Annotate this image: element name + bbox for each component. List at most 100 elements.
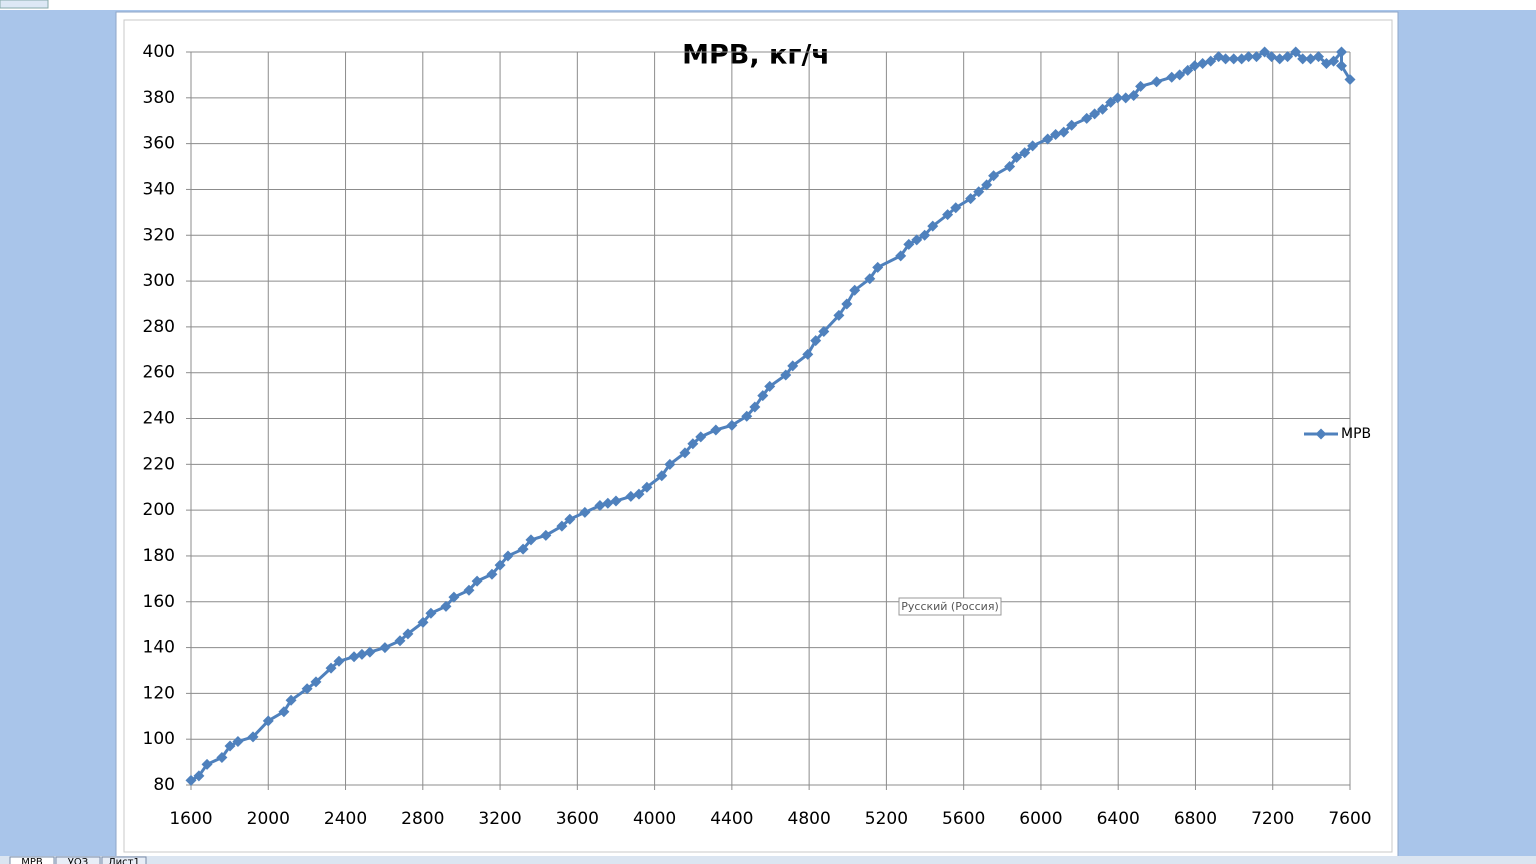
chart-area (115, 11, 1399, 859)
marker (1336, 46, 1348, 58)
marker (224, 740, 236, 752)
marker (849, 284, 861, 296)
x-tick-label: 4400 (710, 809, 753, 829)
marker (594, 500, 606, 512)
marker (486, 568, 498, 580)
sheet-tab[interactable] (9, 856, 55, 864)
x-tick-label: 5200 (865, 809, 908, 829)
marker (285, 694, 297, 706)
marker (610, 495, 622, 507)
marker (1011, 151, 1023, 163)
marker (379, 642, 391, 654)
marker (1305, 53, 1317, 65)
marker (679, 447, 691, 459)
marker (471, 575, 483, 587)
marker (564, 513, 576, 525)
x-tick-label: 2400 (324, 809, 367, 829)
marker (927, 220, 939, 232)
marker (1112, 92, 1124, 104)
marker (602, 497, 614, 509)
marker (364, 646, 376, 658)
legend-marker (1315, 428, 1327, 440)
marker (802, 348, 814, 360)
marker (193, 770, 205, 782)
marker (540, 529, 552, 541)
marker (1004, 161, 1016, 173)
x-tick-label: 7600 (1328, 809, 1371, 829)
sheet-tabs: МРВ УОЗ Лист1 (9, 856, 147, 864)
marker (864, 273, 876, 285)
marker (1097, 103, 1109, 115)
sheet-tab-label: УОЗ (68, 857, 88, 864)
marker (417, 616, 429, 628)
marker (463, 584, 475, 596)
marker (1058, 126, 1070, 138)
marker (394, 635, 406, 647)
chart-border (123, 19, 1393, 853)
marker (950, 202, 962, 214)
marker (348, 651, 360, 663)
x-tick-label: 6000 (1019, 809, 1062, 829)
marker (687, 438, 699, 450)
marker (695, 431, 707, 443)
marker (579, 506, 591, 518)
x-tick-label: 2000 (247, 809, 290, 829)
marker (1050, 128, 1062, 140)
marker (448, 591, 460, 603)
marker (525, 534, 537, 546)
marker (278, 706, 290, 718)
y-tick-label: 160 (143, 592, 175, 612)
marker (764, 380, 776, 392)
legend-label: МРВ (1341, 426, 1371, 442)
marker (1290, 46, 1302, 58)
chart-title: МРВ, кг/ч (682, 40, 830, 71)
marker (625, 490, 637, 502)
marker (356, 648, 368, 660)
marker (1151, 76, 1163, 88)
marker (1274, 53, 1286, 65)
marker (911, 234, 923, 246)
y-tick-label: 100 (143, 729, 175, 749)
marker (502, 550, 514, 562)
marker (232, 735, 244, 747)
marker (262, 715, 274, 727)
marker (726, 419, 738, 431)
marker (981, 179, 993, 191)
marker (1128, 90, 1140, 102)
marker (780, 369, 792, 381)
marker (942, 209, 954, 221)
sheet-tab[interactable] (101, 856, 147, 864)
y-tick-label: 240 (143, 409, 175, 429)
y-tick-label: 200 (143, 500, 175, 520)
marker (1042, 133, 1054, 145)
marker (1174, 69, 1186, 81)
tooltip: Русский (Россия) (901, 600, 999, 613)
sheet-tab[interactable] (55, 856, 101, 864)
marker (517, 543, 529, 555)
marker (201, 758, 213, 770)
y-tick-label: 380 (143, 88, 175, 108)
y-tick-label: 400 (143, 42, 175, 62)
marker (1089, 108, 1101, 120)
sheet-tab-label: Лист1 (108, 857, 140, 864)
x-tick-label: 6800 (1174, 809, 1217, 829)
marker (1027, 140, 1039, 152)
marker (749, 401, 761, 413)
marker (301, 683, 313, 695)
marker (402, 628, 414, 640)
x-tick-label: 3200 (478, 809, 521, 829)
x-tick-label: 6400 (1097, 809, 1140, 829)
marker (1120, 92, 1132, 104)
marker (1336, 60, 1348, 72)
marker (973, 186, 985, 198)
marker (895, 250, 907, 262)
marker (810, 335, 822, 347)
marker (216, 752, 228, 764)
corner-button[interactable] (0, 0, 49, 9)
marker (1313, 51, 1325, 63)
marker (1266, 51, 1278, 63)
marker (664, 458, 676, 470)
marker (1282, 51, 1294, 63)
